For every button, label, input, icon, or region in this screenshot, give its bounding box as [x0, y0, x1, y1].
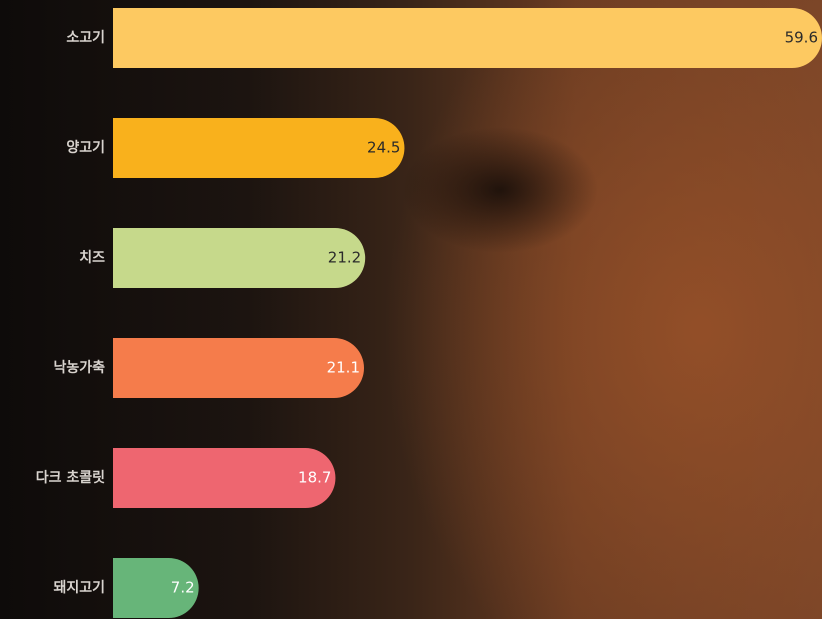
value-label: 24.5 — [367, 139, 400, 157]
category-label: 낙농가축 — [53, 360, 105, 376]
bar — [113, 118, 404, 178]
value-label: 21.2 — [328, 249, 361, 267]
value-label: 21.1 — [327, 359, 360, 377]
value-label: 7.2 — [171, 579, 195, 597]
value-label: 59.6 — [785, 29, 818, 47]
page: 소고기 59.6 양고기 24.5 치즈 21.2 낙농가축 21.1 다크 초콜릿 18.7 돼지… — [0, 0, 822, 619]
value-label: 18.7 — [298, 469, 331, 487]
category-label: 소고기 — [66, 30, 105, 46]
chart: 소고기 59.6 양고기 24.5 치즈 21.2 낙농가축 21.1 다크 초콜릿 18.7 돼지… — [0, 0, 822, 619]
category-label: 치즈 — [79, 250, 105, 266]
bar — [113, 8, 822, 68]
category-label: 다크 초콜릿 — [36, 469, 105, 486]
category-label: 돼지고기 — [53, 580, 105, 596]
category-label: 양고기 — [66, 140, 105, 156]
